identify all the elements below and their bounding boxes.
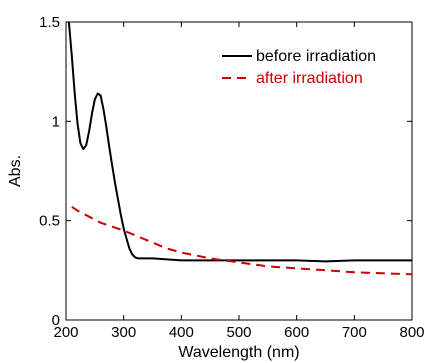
x-tick-label: 600 xyxy=(284,324,309,341)
plot-frame xyxy=(65,21,413,321)
y-axis-title: Abs. xyxy=(7,155,24,187)
x-tick-label: 400 xyxy=(169,324,194,341)
series-layer xyxy=(67,22,412,276)
y-axis-ticks: 0 0.5 1 1.5 xyxy=(39,14,412,329)
legend: before irradiation after irradiation xyxy=(222,48,376,87)
x-tick-label: 500 xyxy=(226,324,251,341)
x-tick-label: 700 xyxy=(342,324,367,341)
x-tick-label: 800 xyxy=(399,324,424,341)
plot-area: 0 0.5 1 1.5 200 300 400 500 600 700 800 xyxy=(39,14,424,341)
x-tick-label: 300 xyxy=(111,324,136,341)
y-tick-label: 1.5 xyxy=(39,14,60,31)
legend-label-after-irradiation: after irradiation xyxy=(256,70,363,87)
x-axis-ticks: 200 300 400 500 600 700 800 xyxy=(53,22,425,341)
y-tick-label: 0.5 xyxy=(39,213,60,230)
x-tick-label: 200 xyxy=(53,324,78,341)
series-line-after-irradiation xyxy=(71,205,412,276)
y-tick-label: 0 xyxy=(52,312,60,329)
x-axis-title: Wavelength (nm) xyxy=(178,344,299,361)
series-line-before-irradiation xyxy=(67,22,412,263)
legend-label-before-irradiation: before irradiation xyxy=(256,48,376,65)
y-tick-label: 1 xyxy=(52,113,60,130)
